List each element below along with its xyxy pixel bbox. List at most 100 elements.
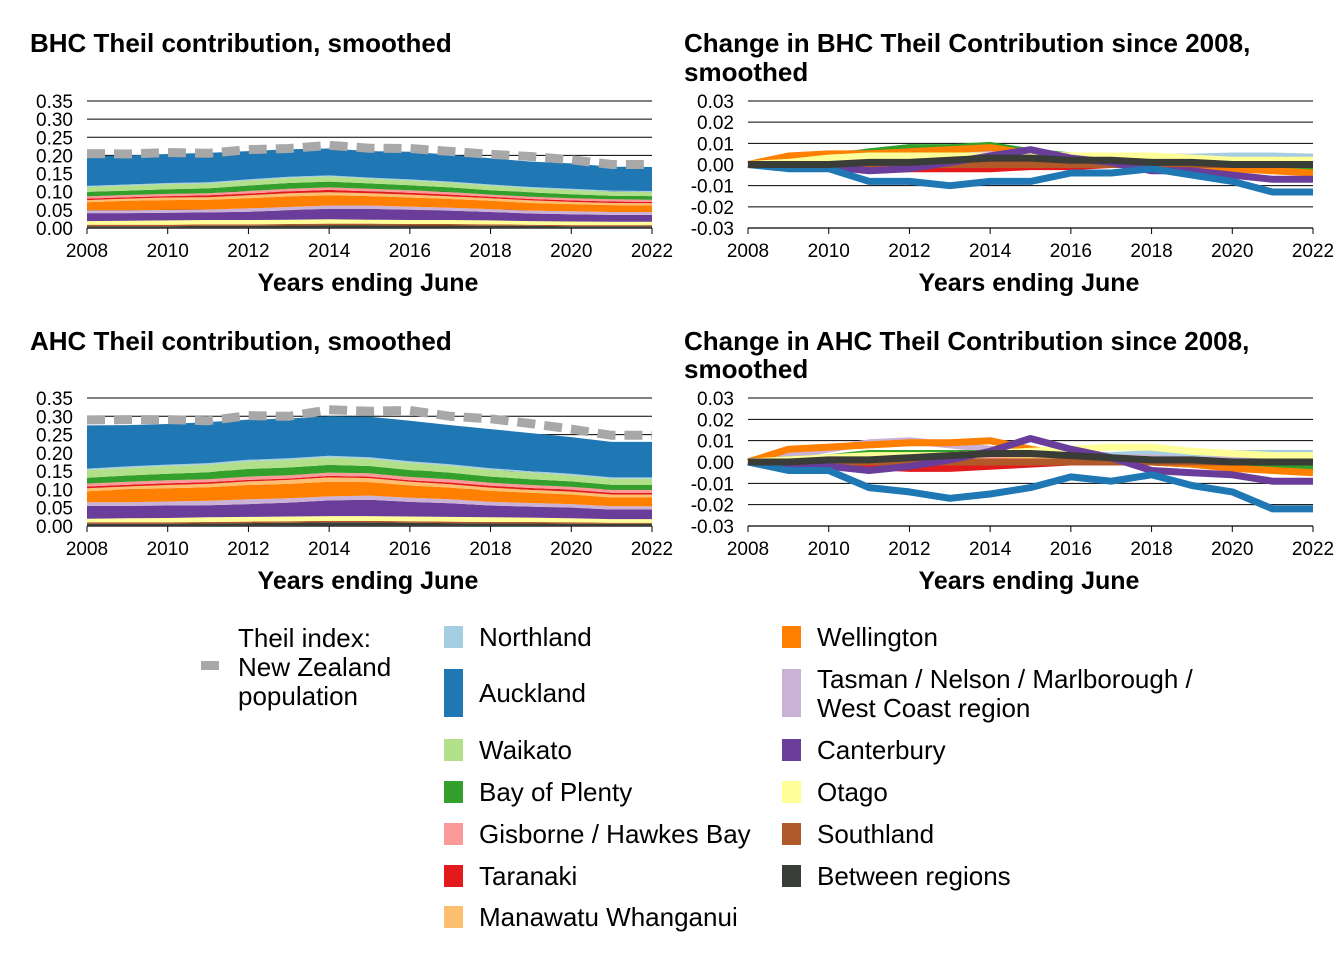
x-axis-label-ahc: Years ending June [258,567,479,595]
chart-title-bhc: BHC Theil contribution, smoothed [30,28,452,58]
area-waikato [87,457,652,485]
x-tick-label: 2014 [308,241,351,262]
area-taranaki [87,475,652,495]
y-tick-label: 0.10 [36,183,73,204]
y-tick-label: -0.02 [691,198,734,219]
chart-title-ahc: AHC Theil contribution, smoothed [30,326,452,356]
area-canterbury [87,499,652,520]
y-tick-label: -0.03 [691,517,734,538]
line-auckland [747,458,1313,513]
x-tick-label: 2014 [969,539,1012,560]
area-northland [87,455,652,479]
y-tick-label: 0.02 [697,113,734,134]
panel-ahc-change: -0.03-0.02-0.010.000.010.020.03 2008 2010 2… [691,389,1334,560]
y-tick-label: 0.20 [36,146,73,167]
y-tick-label: 0.00 [36,219,73,240]
legend-key-gisborne-hawkes-bay [444,823,463,845]
legend-key-bay-of-plenty [444,781,463,803]
x-tick-label: 2020 [550,241,592,262]
y-tick-label: 0.01 [697,134,734,155]
area-taranaki [87,189,652,204]
area-bay-of-plenty [87,181,652,200]
legend-label-southland: Southland [817,819,934,849]
x-tick-label: 2012 [227,241,269,262]
y-tick-label: 0.00 [697,156,734,177]
y-tick-label: -0.01 [691,474,734,495]
x-axis-label-ahc-change: Years ending June [919,567,1140,595]
x-tick-label: 2018 [1130,539,1172,560]
area-otago [87,219,652,226]
theil-index-line [86,140,652,169]
legend-key-otago [782,781,801,803]
x-tick-label: 2016 [389,241,431,262]
x-tick-label: 2014 [969,241,1012,262]
x-tick-label: 2008 [727,241,769,262]
y-tick-label: 0.30 [36,110,73,131]
x-tick-label: 2018 [1130,241,1172,262]
x-tick-label: 2010 [808,241,850,262]
y-tick-label: 0.15 [36,165,73,186]
legend-key-between-regions [782,865,801,887]
x-axis-label-bhc-change: Years ending June [919,269,1140,297]
legend-key-tasman-nelson-marlborough-west-coast-region [782,669,801,717]
y-tick-label: 0.25 [36,128,73,149]
area-auckland [87,416,652,478]
legend-key-canterbury [782,739,801,761]
area-waikato [87,176,652,197]
line-otago [747,150,1313,168]
x-tick-label: 2010 [147,539,189,560]
y-tick-label: -0.03 [691,219,734,240]
y-tick-label: 0.15 [36,462,73,483]
x-tick-label: 2010 [147,241,189,262]
y-tick-label: 0.30 [36,407,73,428]
x-tick-label: 2018 [469,241,511,262]
legend-label-theil-index: Theil index: New Zealand population [238,623,391,711]
area-bay-of-plenty [87,464,652,490]
x-tick-label: 2008 [66,241,108,262]
legend-key-manawatu-whanganui [444,906,463,928]
x-axis-label-bhc: Years ending June [258,269,479,297]
x-tick-label: 2022 [631,539,673,560]
legend-label-manawatu-whanganui: Manawatu Whanganui [479,902,738,932]
area-manawatu-whanganui [87,477,652,498]
line-auckland [747,161,1313,196]
x-tick-label: 2022 [631,241,673,262]
chart-title-bhc-change: Change in BHC Theil Contribution since 2… [684,28,1250,87]
y-tick-label: 0.35 [36,92,73,113]
area-gisborne-hawkes-bay [87,472,652,493]
legend-label-northland: Northland [479,622,592,652]
legend-label-canterbury: Canterbury [817,735,946,765]
legend-key-waikato [444,739,463,761]
line-between-regions [748,450,1313,466]
area-tasman-nelson-marlborough-west-coast-region [87,495,652,510]
legend-key-wellington [782,626,801,648]
x-tick-label: 2012 [888,539,930,560]
area-southland [87,223,652,227]
legend-label-bay-of-plenty: Bay of Plenty [479,777,632,807]
legend-key-auckland [444,669,463,717]
y-tick-label: 0.05 [36,499,73,520]
x-tick-label: 2008 [727,539,769,560]
y-tick-label: 0.25 [36,426,73,447]
x-tick-label: 2018 [469,539,511,560]
x-tick-label: 2016 [1050,539,1092,560]
x-tick-label: 2010 [808,539,850,560]
panel-bhc-stacked: 0.000.050.100.150.200.250.300.35 2008 2010… [36,92,673,262]
legend-key-theil-index [201,661,219,670]
area-gisborne-hawkes-bay [87,187,652,202]
area-northland [87,175,652,193]
y-tick-label: 0.03 [697,389,734,410]
legend-label-between-regions: Between regions [817,861,1011,891]
legend-key-northland [444,626,463,648]
x-tick-label: 2008 [66,539,108,560]
y-tick-label: 0.00 [36,517,73,538]
y-tick-label: 0.05 [36,201,73,222]
x-tick-label: 2020 [1211,241,1253,262]
legend: Theil index: New Zealand population Northla… [201,622,1194,932]
chart-title-ahc-change: Change in AHC Theil Contribution since 2… [684,326,1249,384]
x-tick-label: 2016 [389,539,431,560]
y-tick-label: 0.02 [697,410,734,431]
y-tick-label: 0.20 [36,444,73,465]
area-wellington [87,195,652,212]
